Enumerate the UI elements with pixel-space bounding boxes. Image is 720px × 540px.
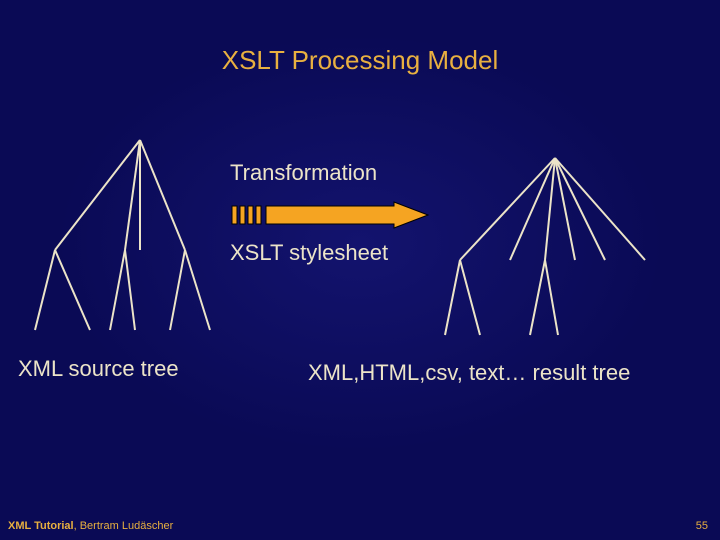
source-tree-label: XML source tree [18, 356, 179, 382]
slide: XSLT Processing Model Transformation XSL… [0, 0, 720, 540]
slide-title: XSLT Processing Model [0, 45, 720, 76]
source-tree-diagram [30, 130, 220, 340]
footer-credit: XML Tutorial, Bertram Ludäscher [8, 520, 173, 532]
result-tree-label: XML,HTML,csv, text… result tree [308, 360, 630, 386]
stylesheet-label: XSLT stylesheet [230, 240, 388, 266]
transformation-arrow [230, 200, 430, 230]
transformation-label: Transformation [230, 160, 377, 186]
page-number: 55 [696, 520, 708, 532]
result-tree-diagram [440, 150, 660, 340]
